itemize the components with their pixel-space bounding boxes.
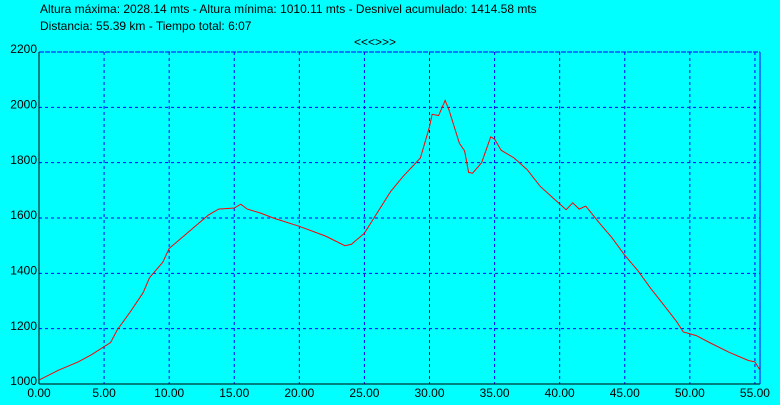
chart-title: Altura máxima: 2028.14 mts - Altura míni…	[40, 2, 537, 16]
x-tick-label: 50.00	[675, 386, 705, 400]
y-tick-label: 1800	[10, 153, 37, 167]
x-tick-label: 35.00	[480, 386, 510, 400]
x-tick-label: 10.00	[154, 386, 184, 400]
y-tick-label: 1000	[10, 374, 37, 388]
x-tick-label: 0.00	[27, 386, 51, 400]
x-tick-label: 15.00	[219, 386, 249, 400]
x-tick-label: 20.00	[284, 386, 314, 400]
y-tick-label: 1400	[10, 264, 37, 278]
y-tick-label: 2000	[10, 98, 37, 112]
y-tick-label: 1600	[10, 208, 37, 222]
x-tick-label: 25.00	[349, 386, 379, 400]
chart-subtitle: Distancia: 55.39 km - Tiempo total: 6:07	[40, 19, 252, 33]
y-tick-label: 1200	[10, 319, 37, 333]
x-tick-label: 45.00	[610, 386, 640, 400]
x-tick-label: 55.00	[740, 386, 770, 400]
x-tick-label: 5.00	[92, 386, 116, 400]
x-tick-label: 40.00	[545, 386, 575, 400]
x-tick-label: 30.00	[414, 386, 444, 400]
nav-button[interactable]: <<<>>>	[354, 35, 396, 49]
y-tick-label: 2200	[10, 42, 37, 56]
elevation-line	[38, 99, 761, 381]
